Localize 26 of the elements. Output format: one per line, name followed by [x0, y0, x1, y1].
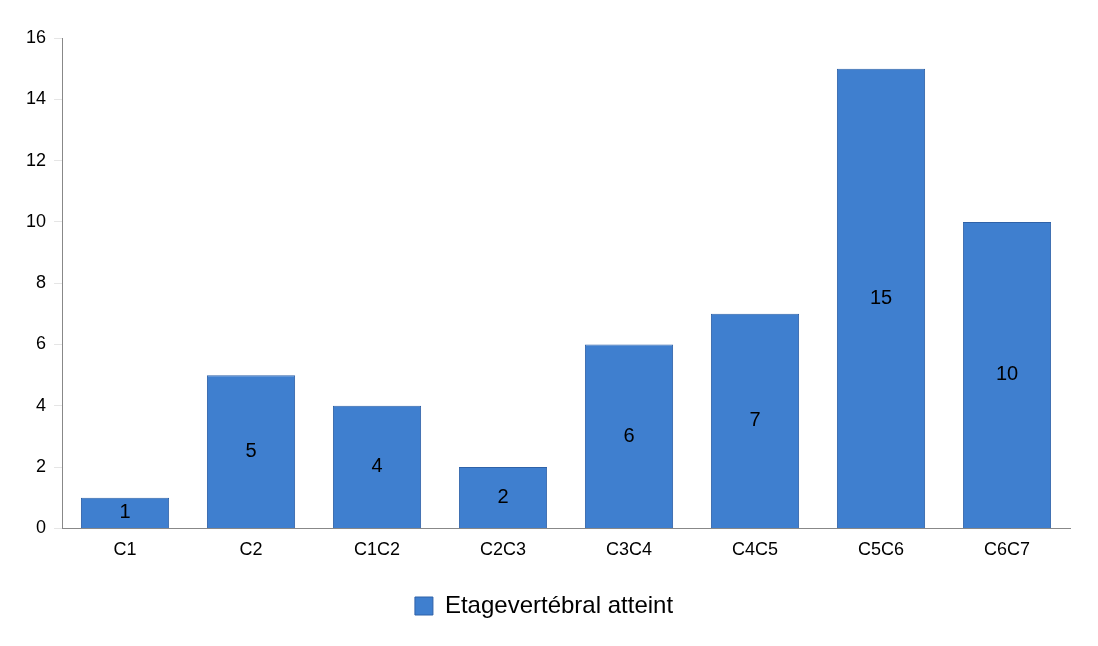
- data-label: 7: [749, 408, 761, 431]
- y-tick-label: 10: [25, 210, 47, 231]
- y-tick-label: 0: [36, 517, 47, 538]
- x-tick-label: C5C6: [857, 539, 905, 560]
- data-label: 10: [995, 362, 1019, 385]
- x-tick-label: C2C3: [480, 539, 527, 560]
- y-tick-label: 12: [25, 149, 47, 170]
- data-label: 5: [245, 439, 257, 462]
- y-tick-label: 4: [36, 394, 47, 415]
- x-tick-label: C4C5: [731, 539, 779, 560]
- y-tick-label: 14: [25, 88, 47, 109]
- x-tick-label: C6C7: [983, 539, 1031, 560]
- x-tick-label: C3C4: [605, 539, 653, 560]
- data-label: 1: [119, 500, 131, 523]
- y-tick-label: 2: [36, 456, 47, 477]
- x-tick-label: C1: [113, 539, 137, 560]
- legend-label: Etagevertébral atteint: [444, 590, 674, 618]
- data-label: 4: [371, 454, 383, 477]
- y-tick-label: 6: [36, 333, 47, 354]
- y-tick-label: 16: [25, 26, 47, 47]
- data-label: 15: [869, 285, 893, 308]
- data-label: 2: [497, 485, 509, 508]
- data-label: 6: [623, 423, 635, 446]
- x-tick-label: C2: [239, 539, 263, 560]
- y-tick-label: 8: [36, 272, 47, 293]
- x-tick-label: C1C2: [354, 539, 401, 560]
